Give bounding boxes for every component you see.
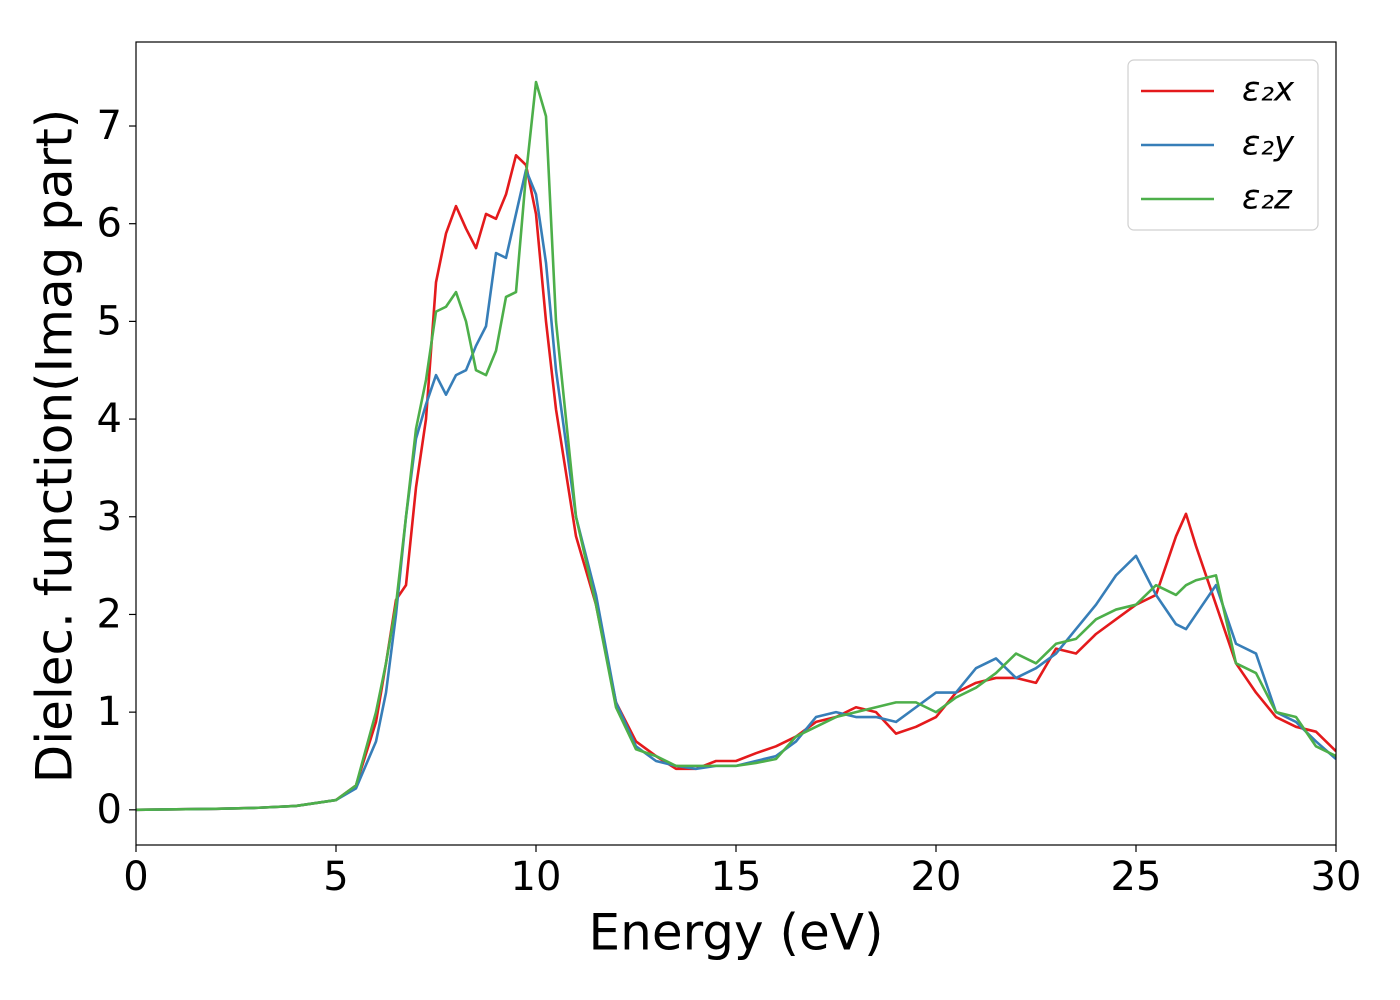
- data-line: [136, 154, 1336, 812]
- y-tick-label: 4: [97, 396, 122, 442]
- legend-label: ε₂z: [1242, 178, 1293, 218]
- x-tick-label: 20: [911, 854, 962, 900]
- y-tick-label: 7: [97, 103, 122, 149]
- data-line: [136, 80, 1336, 812]
- x-tick-label: 30: [1311, 854, 1362, 900]
- y-tick-label: 1: [97, 689, 122, 735]
- y-axis-label: Dielec. function(Imag part): [26, 109, 84, 784]
- y-tick-label: 3: [97, 494, 122, 540]
- data-line: [136, 168, 1336, 812]
- x-tick-label: 0: [123, 854, 148, 900]
- legend-label: ε₂y: [1242, 124, 1295, 164]
- x-axis-label: Energy (eV): [589, 904, 884, 962]
- y-tick-label: 2: [97, 591, 122, 637]
- plot-frame: [135, 41, 1337, 846]
- legend-box: [1127, 59, 1319, 231]
- y-tick-label: 5: [97, 298, 122, 344]
- y-tick-label: 6: [97, 201, 122, 247]
- x-tick-label: 10: [511, 854, 562, 900]
- y-tick-label: 0: [97, 787, 122, 833]
- legend-label: ε₂x: [1242, 70, 1295, 110]
- x-tick-label: 5: [323, 854, 348, 900]
- x-tick-label: 15: [711, 854, 762, 900]
- x-tick-label: 25: [1111, 854, 1162, 900]
